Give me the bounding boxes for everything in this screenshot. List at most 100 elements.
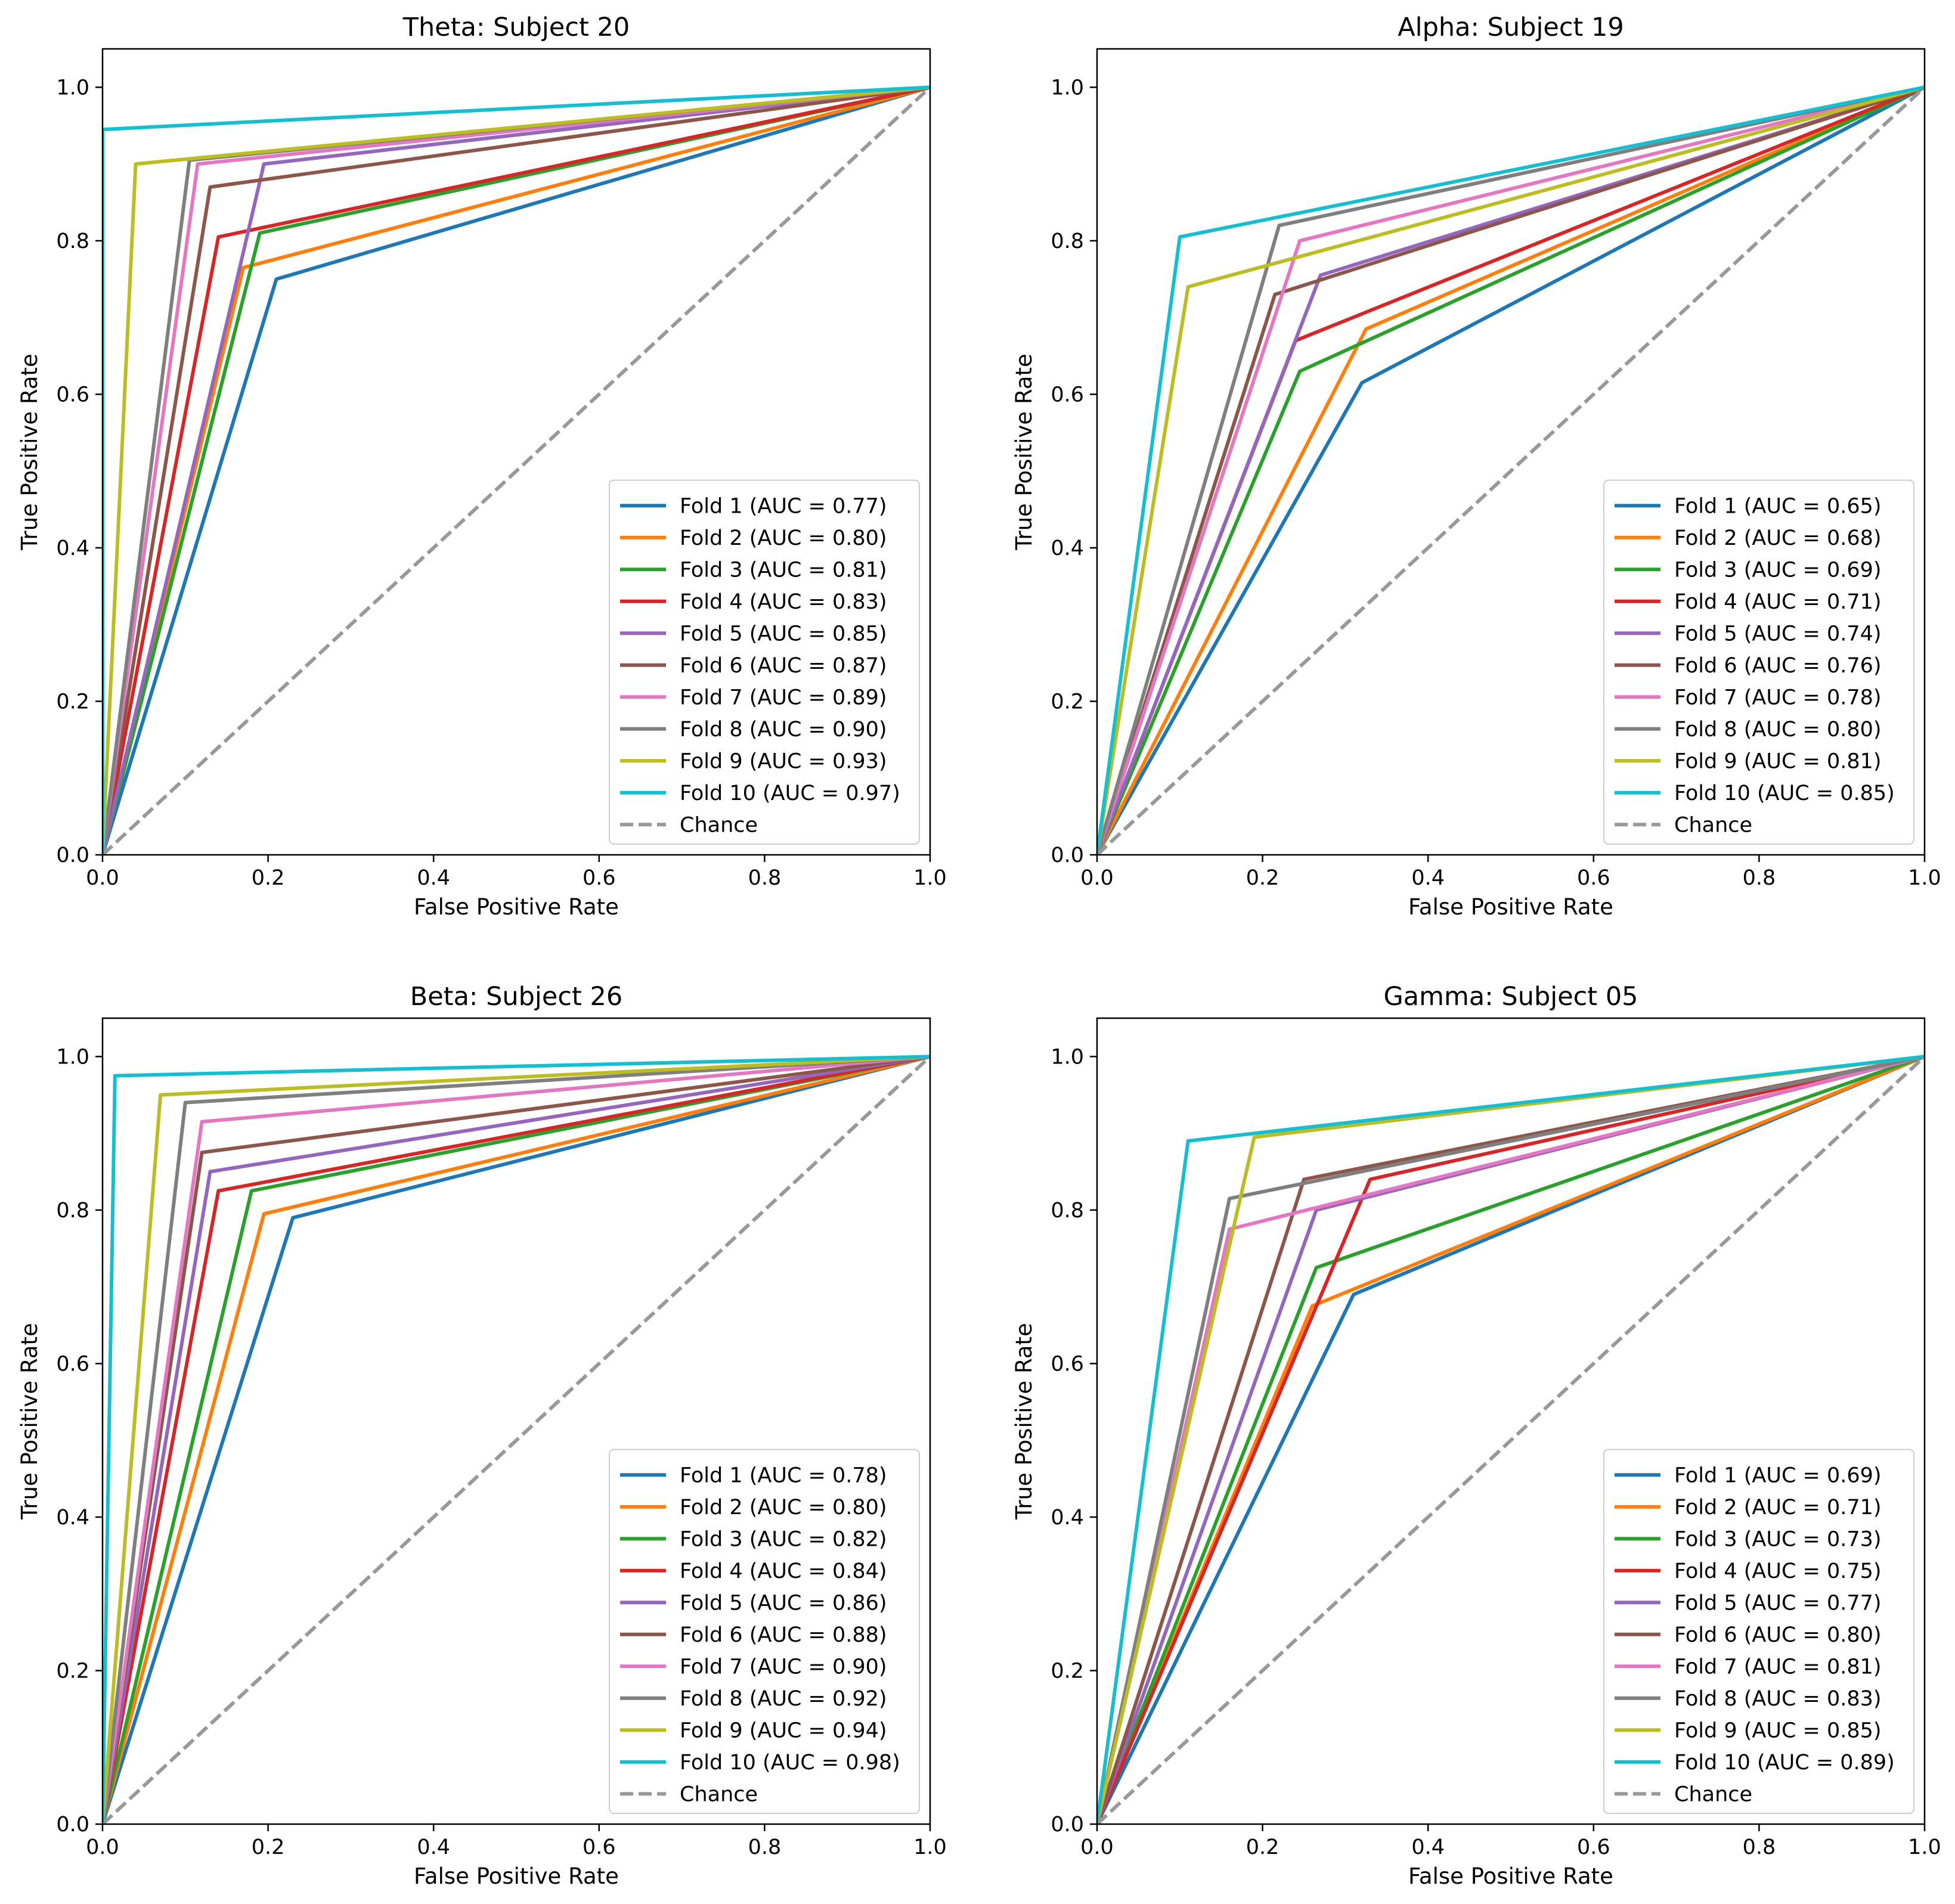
x-tick-label: 0.0 [1080,866,1114,890]
roc-line-fold-7 [1097,85,1925,855]
x-tick-label: 1.0 [913,866,947,890]
x-tick-label: 0.2 [1246,866,1279,890]
legend-label-fold-2: Fold 2 (AUC = 0.71) [1674,1496,1882,1520]
x-axis-label: False Positive Rate [1408,1863,1613,1889]
x-axis-label: False Positive Rate [414,894,619,920]
roc-line-fold-1 [1097,85,1925,855]
legend-label-fold-4: Fold 4 (AUC = 0.71) [1674,590,1882,614]
legend-label-fold-4: Fold 4 (AUC = 0.84) [680,1559,887,1583]
legend-box [1603,479,1914,845]
legend-label-fold-7: Fold 7 (AUC = 0.90) [680,1655,887,1679]
x-axis-label: False Positive Rate [414,1863,619,1889]
legend-label-chance: Chance [1674,1782,1752,1806]
legend: Fold 1 (AUC = 0.77) Fold 2 (AUC = 0.80) Fo… [609,479,920,845]
roc-line-fold-10 [103,1055,930,1824]
y-tick-label: 1.0 [56,76,89,100]
legend-label-fold-1: Fold 1 (AUC = 0.77) [680,494,887,518]
y-tick-label: 0.6 [56,383,89,407]
y-tick-label: 0.4 [56,1506,89,1530]
legend-label-fold-8: Fold 8 (AUC = 0.92) [680,1687,887,1711]
chart-panel-1: Theta: Subject 20 0.0 0.2 0.4 0.6 0.8 1.0 0.0 0.… [17,13,947,920]
roc-line-fold-9 [103,1055,930,1824]
legend-label-fold-10: Fold 10 (AUC = 0.89) [1674,1751,1895,1775]
legend: Fold 1 (AUC = 0.69) Fold 2 (AUC = 0.71) Fo… [1603,1449,1914,1814]
y-tick-label: 0.2 [1051,690,1084,714]
roc-line-fold-4 [103,85,930,855]
legend-label-fold-5: Fold 5 (AUC = 0.77) [1674,1591,1882,1615]
y-tick-label: 0.8 [1051,230,1084,253]
y-tick-label: 0.0 [56,1813,89,1837]
y-axis-label: True Positive Rate [1011,1323,1037,1520]
x-tick-label: 0.2 [252,866,285,890]
axes-frame [1096,1017,1926,1825]
legend-label-fold-2: Fold 2 (AUC = 0.80) [680,526,887,550]
chart-panel-2: Alpha: Subject 19 0.0 0.2 0.4 0.6 0.8 1.0 0.0 0.… [1011,13,1941,920]
chance-line [1097,1055,1925,1824]
x-tick-label: 0.2 [1246,1835,1279,1859]
legend-label-fold-8: Fold 8 (AUC = 0.83) [1674,1687,1882,1711]
plot-lines [103,85,930,855]
x-tick-label: 0.4 [1411,866,1445,890]
legend-label-fold-7: Fold 7 (AUC = 0.89) [680,686,887,709]
legend-label-fold-10: Fold 10 (AUC = 0.98) [680,1751,900,1775]
chart-title: Gamma: Subject 05 [1383,982,1638,1012]
x-tick-label: 0.6 [583,866,616,890]
legend-label-fold-5: Fold 5 (AUC = 0.74) [1674,622,1882,646]
x-tick-label: 0.4 [417,866,450,890]
legend-label-fold-6: Fold 6 (AUC = 0.87) [680,654,887,678]
legend-label-chance: Chance [680,813,758,837]
x-tick-label: 0.0 [86,866,119,890]
roc-line-fold-8 [103,1055,930,1824]
chance-line [103,86,930,855]
y-tick-label: 0.2 [1051,1659,1084,1683]
legend-label-fold-8: Fold 8 (AUC = 0.90) [680,718,887,742]
legend-label-fold-2: Fold 2 (AUC = 0.80) [680,1496,887,1520]
chart-panel-3: Beta: Subject 26 0.0 0.2 0.4 0.6 0.8 1.0 0.0 0.2… [17,982,947,1889]
roc-line-fold-2 [103,1055,930,1824]
legend-label-fold-9: Fold 9 (AUC = 0.94) [680,1719,887,1742]
y-tick-label: 0.8 [56,230,89,253]
x-tick-label: 0.8 [748,1835,782,1859]
x-tick-label: 0.4 [417,1835,450,1859]
chart-title: Theta: Subject 20 [402,13,630,42]
roc-line-fold-3 [1097,1055,1925,1824]
legend-label-fold-3: Fold 3 (AUC = 0.73) [1674,1527,1882,1551]
x-tick-label: 0.8 [1743,1835,1776,1859]
plot-lines [1097,1055,1925,1824]
legend-label-fold-6: Fold 6 (AUC = 0.76) [1674,654,1882,678]
chance-line [103,1055,930,1824]
legend-label-fold-4: Fold 4 (AUC = 0.83) [680,590,887,614]
roc-line-fold-9 [1097,85,1925,855]
x-tick-label: 1.0 [1908,1835,1941,1859]
chart-title: Alpha: Subject 19 [1398,13,1624,42]
legend-label-fold-9: Fold 9 (AUC = 0.93) [680,749,887,773]
roc-line-fold-4 [103,1055,930,1824]
x-tick-label: 0.6 [1577,866,1610,890]
legend-label-fold-6: Fold 6 (AUC = 0.88) [680,1623,887,1647]
roc-line-fold-8 [1097,1055,1925,1824]
legend-label-fold-4: Fold 4 (AUC = 0.75) [1674,1559,1882,1583]
legend-label-chance: Chance [680,1782,758,1806]
roc-line-fold-7 [103,1055,930,1824]
x-tick-label: 0.6 [583,1835,616,1859]
plot-lines [1097,85,1925,855]
y-tick-label: 0.6 [1051,1352,1084,1376]
y-tick-label: 0.4 [1051,1506,1084,1530]
x-axis-label: False Positive Rate [1408,894,1613,920]
x-tick-label: 0.0 [1080,1835,1114,1859]
y-axis-label: True Positive Rate [17,1323,42,1520]
legend-label-fold-3: Fold 3 (AUC = 0.69) [1674,558,1882,582]
roc-line-fold-1 [103,85,930,855]
legend-label-fold-9: Fold 9 (AUC = 0.81) [1674,749,1882,773]
y-tick-label: 0.8 [1051,1199,1084,1223]
y-tick-label: 0.0 [1051,844,1084,867]
chart-panel-4: Gamma: Subject 05 0.0 0.2 0.4 0.6 0.8 1.0 0.0 0.… [1011,982,1941,1889]
roc-line-fold-2 [1097,85,1925,855]
chance-line [1097,86,1925,855]
roc-line-fold-5 [103,85,930,855]
legend-label-fold-6: Fold 6 (AUC = 0.80) [1674,1623,1882,1647]
x-tick-label: 0.8 [748,866,782,890]
legend-label-fold-1: Fold 1 (AUC = 0.69) [1674,1463,1882,1487]
legend-label-fold-7: Fold 7 (AUC = 0.78) [1674,686,1882,709]
